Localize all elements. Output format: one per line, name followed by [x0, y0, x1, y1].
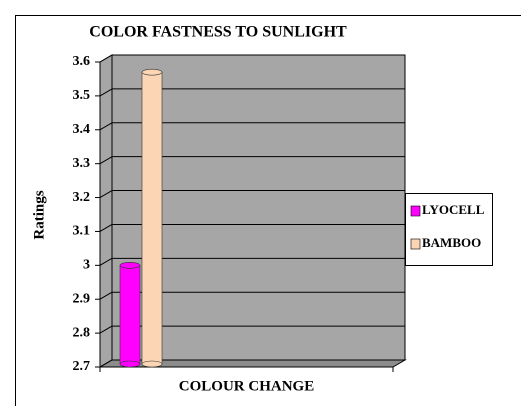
bar-top [141, 68, 163, 76]
legend-box [405, 193, 493, 266]
bar [141, 68, 163, 368]
legend-label: LYOCELL [422, 202, 485, 217]
bar-body [119, 265, 141, 365]
y-tick-label: 3.1 [73, 224, 91, 239]
bar-base [141, 360, 163, 368]
y-tick-label: 3 [83, 258, 90, 273]
legend-swatch [410, 238, 421, 250]
y-axis-label: Ratings [31, 190, 47, 239]
chart-title: COLOR FASTNESS TO SUNLIGHT [89, 24, 347, 41]
y-tick-label: 2.8 [73, 325, 91, 340]
grid-line [99, 190, 113, 198]
y-tick-label: 3.3 [73, 156, 91, 171]
y-tick-label: 3.6 [73, 54, 91, 69]
grid-line [99, 257, 113, 266]
grid-line [99, 54, 113, 63]
grid-line [99, 224, 113, 232]
y-tick-label: 3.2 [73, 190, 91, 205]
grid-line [99, 122, 113, 131]
legend-label: BAMBOO [422, 235, 481, 250]
bar-body [141, 71, 163, 365]
bar-top [119, 262, 141, 269]
y-tick-label: 3.4 [73, 122, 91, 137]
grid-line [99, 359, 113, 368]
grid-line [99, 291, 113, 300]
side-wall [99, 54, 113, 368]
bar [119, 262, 141, 368]
y-tick-label: 3.5 [73, 88, 91, 103]
grid-line [99, 88, 113, 97]
y-tick-label: 2.9 [73, 291, 91, 306]
grid-line [99, 325, 113, 334]
y-tick-label: 2.7 [73, 359, 91, 374]
bar-base [119, 360, 141, 368]
grid-line [99, 156, 113, 165]
x-tick-label: COLOUR CHANGE [179, 378, 314, 394]
legend-swatch [410, 205, 421, 217]
